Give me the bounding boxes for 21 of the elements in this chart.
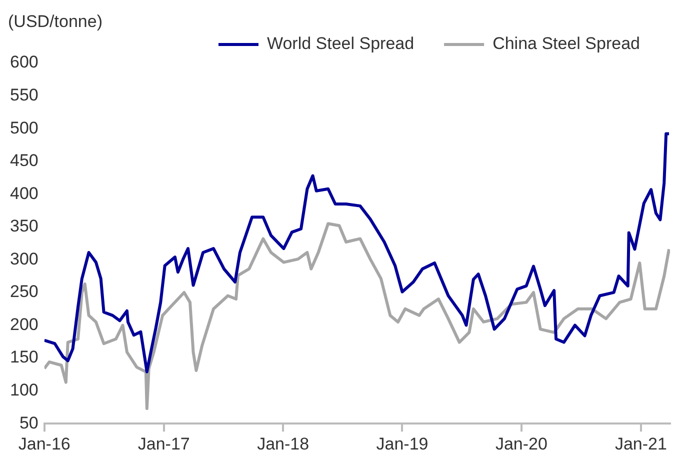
- y-tick-label: 350: [10, 216, 38, 236]
- y-tick-label: 400: [10, 184, 38, 203]
- x-tick-label: Jan-21: [614, 434, 667, 454]
- y-tick-label: 300: [10, 249, 38, 268]
- x-tick-label: Jan-19: [376, 434, 428, 454]
- legend-label: China Steel Spread: [492, 34, 640, 54]
- y-tick-label: 150: [10, 348, 38, 367]
- legend-label: World Steel Spread: [266, 34, 414, 54]
- x-tick-label: Jan-17: [138, 434, 190, 454]
- y-tick-label: 200: [10, 314, 38, 334]
- x-tick-label: Jan-18: [257, 434, 310, 454]
- y-tick-label: 250: [10, 282, 38, 302]
- y-axis-title: (USD/tonne): [8, 12, 102, 32]
- y-tick-label: 50: [19, 413, 38, 432]
- y-tick-label: 600: [10, 52, 38, 72]
- y-tick-label: 500: [10, 118, 38, 138]
- y-tick-label: 550: [10, 85, 38, 104]
- x-tick-label: Jan-20: [495, 434, 548, 454]
- y-tick-label: 450: [10, 151, 38, 170]
- x-tick-label: Jan-16: [18, 434, 70, 454]
- y-tick-label: 100: [10, 380, 38, 400]
